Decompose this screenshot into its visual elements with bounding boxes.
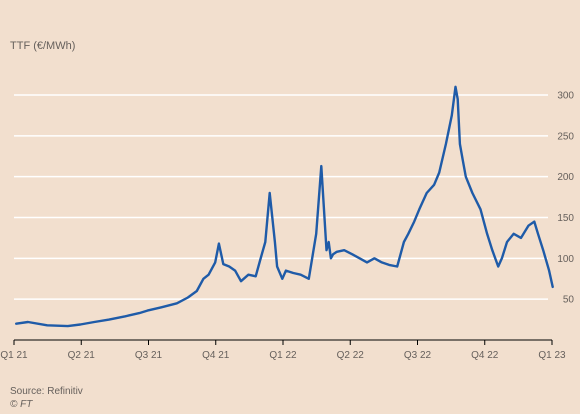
y-tick-label: 100 [557,254,574,265]
source-note: Source: Refinitiv [10,386,83,397]
x-tick-label: Q4 21 [202,350,230,361]
chart-title: TTF (€/MWh) [10,40,76,52]
x-axis [13,339,553,345]
footer: Source: Refinitiv © FT [10,385,83,411]
x-tick-label: Q1 23 [538,350,566,361]
y-tick-labels: 50 100 150 200 250 300 [557,91,574,306]
y-tick-label: 200 [557,172,574,183]
x-tick-label: Q3 21 [135,350,163,361]
x-tick-label: Q4 22 [471,350,499,361]
ft-credit: © FT [10,399,33,410]
y-tick-label: 150 [557,213,574,224]
x-tick-label: Q1 22 [269,350,297,361]
y-tick-label: 300 [557,91,574,102]
x-tick-label: Q3 22 [404,350,432,361]
x-tick-labels: Q1 21 Q2 21 Q3 21 Q4 21 Q1 22 Q2 22 Q3 22 Q4 22… [0,350,566,361]
y-tick-label: 250 [557,131,574,142]
x-tick-label: Q2 22 [337,350,365,361]
x-tick-label: Q1 21 [0,350,28,361]
series-line-ttf [15,85,554,328]
x-tick-label: Q2 21 [68,350,96,361]
grid-lines [14,94,548,300]
y-tick-label: 50 [563,295,575,306]
